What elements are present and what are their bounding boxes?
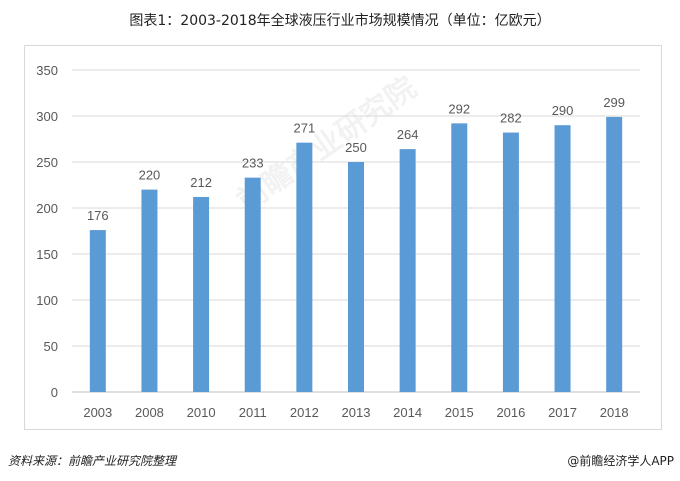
bar — [244, 177, 261, 392]
data-label: 176 — [87, 208, 109, 223]
bar — [296, 142, 313, 392]
data-label: 212 — [190, 175, 212, 190]
x-tick-label: 2008 — [135, 405, 164, 420]
x-tick-label: 2018 — [600, 405, 629, 420]
y-tick-label: 0 — [51, 385, 58, 400]
y-tick-label: 50 — [44, 339, 58, 354]
y-tick-label: 150 — [36, 247, 58, 262]
source-note: 资料来源：前瞻产业研究院整理 — [8, 454, 177, 468]
data-label: 282 — [500, 111, 522, 126]
bar — [193, 196, 210, 392]
data-label: 233 — [242, 156, 264, 171]
x-tick-label: 2015 — [445, 405, 474, 420]
x-tick-label: 2003 — [83, 405, 112, 420]
bar — [554, 125, 571, 392]
chart-title: 图表1：2003-2018年全球液压行业市场规模情况（单位：亿欧元） — [129, 13, 551, 29]
data-label: 290 — [552, 103, 574, 118]
x-tick-label: 2016 — [496, 405, 525, 420]
x-tick-label: 2013 — [342, 405, 371, 420]
chart-frame — [24, 45, 662, 430]
data-label: 292 — [448, 101, 470, 116]
bar — [141, 189, 158, 392]
data-label: 264 — [397, 127, 419, 142]
y-tick-label: 200 — [36, 201, 58, 216]
x-tick-label: 2014 — [393, 405, 422, 420]
data-label: 250 — [345, 140, 367, 155]
y-tick-label: 350 — [36, 63, 58, 78]
bar — [399, 149, 416, 392]
bar — [606, 116, 623, 393]
bar — [89, 230, 106, 392]
bar — [502, 132, 519, 392]
bar — [451, 123, 468, 393]
y-tick-label: 100 — [36, 293, 58, 308]
x-tick-label: 2011 — [239, 405, 267, 420]
x-tick-label: 2012 — [290, 405, 319, 420]
data-label: 299 — [603, 95, 625, 110]
x-tick-label: 2010 — [187, 405, 216, 420]
bar — [348, 162, 364, 392]
x-tick-label: 2017 — [548, 405, 577, 420]
credit-note: @前瞻经济学人APP — [567, 454, 674, 468]
data-label: 271 — [294, 121, 316, 136]
y-tick-label: 250 — [36, 155, 58, 170]
data-label: 220 — [139, 168, 161, 183]
y-tick-label: 300 — [36, 109, 58, 124]
